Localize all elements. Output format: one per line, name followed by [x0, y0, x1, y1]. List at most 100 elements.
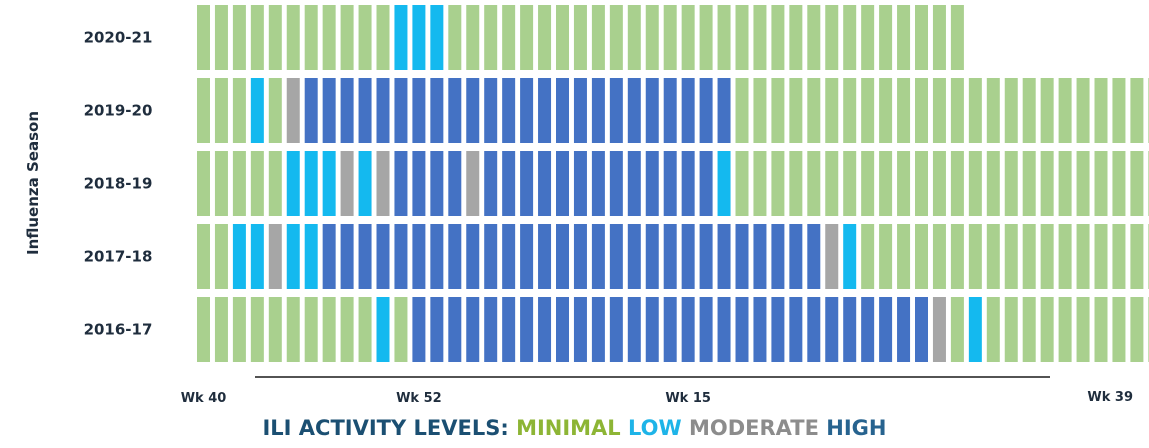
week-cell — [717, 224, 731, 289]
week-cell — [502, 5, 516, 70]
week-cell — [394, 5, 408, 70]
week-cell — [484, 297, 498, 362]
week-cell — [789, 151, 803, 216]
week-cell — [897, 224, 911, 289]
week-cell — [1058, 297, 1072, 362]
week-cell — [825, 224, 839, 289]
week-cell — [609, 5, 623, 70]
week-cell — [197, 224, 210, 289]
week-cell — [1040, 297, 1054, 362]
week-cell — [538, 151, 552, 216]
week-cell — [771, 297, 785, 362]
week-cell — [340, 297, 354, 362]
week-cell — [753, 151, 767, 216]
week-cell — [430, 78, 444, 143]
week-cell — [897, 151, 911, 216]
week-cell — [627, 151, 641, 216]
week-cell — [699, 224, 713, 289]
week-cell — [268, 5, 282, 70]
week-cell — [609, 297, 623, 362]
week-cell — [250, 297, 264, 362]
week-cell — [807, 224, 821, 289]
week-cell — [825, 297, 839, 362]
week-cell — [789, 297, 803, 362]
week-cell — [1022, 151, 1036, 216]
week-cell — [286, 297, 300, 362]
week-cell — [304, 78, 318, 143]
week-cell — [394, 78, 408, 143]
week-cell — [573, 78, 587, 143]
week-cell — [950, 224, 964, 289]
week-cell — [879, 78, 893, 143]
week-cell — [753, 297, 767, 362]
week-cell — [322, 297, 336, 362]
week-cell — [932, 78, 946, 143]
week-cell — [807, 297, 821, 362]
week-cell — [304, 5, 318, 70]
week-cell — [843, 78, 857, 143]
week-cell — [322, 78, 336, 143]
week-cell — [681, 78, 695, 143]
week-cell — [861, 5, 875, 70]
week-cell — [663, 5, 677, 70]
week-cell — [358, 151, 372, 216]
week-cell — [627, 224, 641, 289]
week-cell — [304, 151, 318, 216]
week-cell — [448, 297, 462, 362]
week-cell — [1058, 78, 1072, 143]
week-cell — [789, 78, 803, 143]
week-cell — [214, 151, 228, 216]
week-cell — [1112, 224, 1126, 289]
week-cell — [448, 5, 462, 70]
week-cell — [430, 5, 444, 70]
week-cell — [286, 224, 300, 289]
week-cell — [735, 78, 749, 143]
week-cell — [753, 5, 767, 70]
week-cell — [986, 78, 1000, 143]
week-cell — [735, 5, 749, 70]
week-cell — [250, 151, 264, 216]
week-cell — [394, 151, 408, 216]
week-cell — [879, 297, 893, 362]
week-cell — [717, 5, 731, 70]
week-cell — [1112, 151, 1126, 216]
week-cell — [538, 297, 552, 362]
week-cell — [197, 297, 210, 362]
week-cell — [520, 5, 534, 70]
week-cell — [645, 224, 659, 289]
week-cell — [286, 78, 300, 143]
week-tick-label: Wk 52 — [396, 391, 442, 406]
season-labels: 2020-21 2019-20 2018-19 2017-18 2016-17 — [84, 29, 153, 339]
week-cell — [807, 5, 821, 70]
week-cell — [502, 297, 516, 362]
week-cell — [268, 78, 282, 143]
week-cell — [663, 297, 677, 362]
week-cell — [663, 224, 677, 289]
week-cell — [340, 224, 354, 289]
week-cell — [932, 297, 946, 362]
week-cell — [322, 5, 336, 70]
week-cell — [1112, 297, 1126, 362]
week-cell — [717, 151, 731, 216]
week-cell — [753, 224, 767, 289]
week-cell — [232, 151, 246, 216]
week-cell — [412, 297, 426, 362]
week-cell — [645, 78, 659, 143]
week-cell — [1112, 78, 1126, 143]
week-cell — [861, 297, 875, 362]
week-cell — [861, 78, 875, 143]
season-label: 2017-18 — [84, 248, 153, 266]
season-label: 2018-19 — [84, 175, 153, 193]
week-cell — [340, 151, 354, 216]
week-cell — [843, 5, 857, 70]
week-cell — [717, 78, 731, 143]
week-cell — [627, 297, 641, 362]
week-cell — [663, 78, 677, 143]
week-cell — [1094, 78, 1108, 143]
week-cell — [304, 224, 318, 289]
week-cell — [879, 151, 893, 216]
week-cell — [1058, 151, 1072, 216]
week-cell — [771, 151, 785, 216]
week-cell — [376, 224, 390, 289]
week-cell — [915, 297, 928, 362]
